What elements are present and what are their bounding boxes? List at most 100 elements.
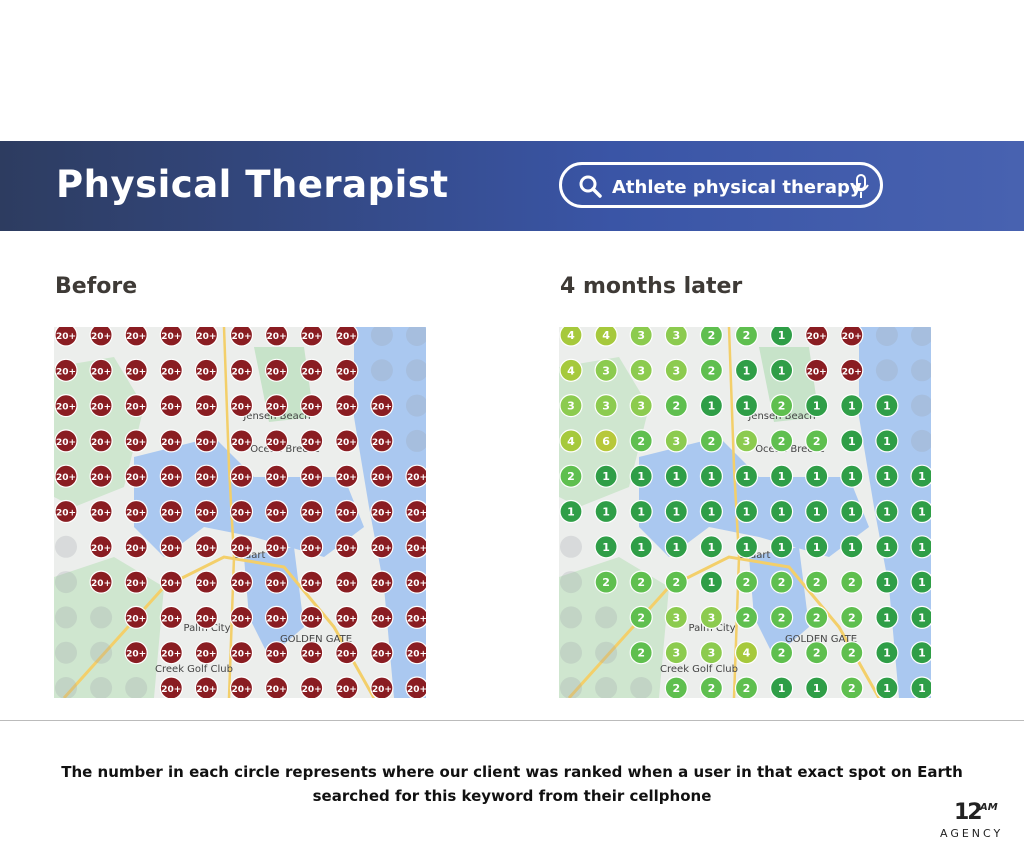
- rank-label: 20+: [337, 579, 357, 589]
- rank-circle: [629, 535, 653, 559]
- rank-circle: [594, 327, 618, 347]
- rank-label: 2: [637, 647, 645, 660]
- rank-circle: [89, 570, 113, 594]
- rank-circle: [699, 570, 723, 594]
- rank-circle: [734, 429, 759, 453]
- rank-label: 1: [602, 506, 610, 519]
- rank-circle: [840, 499, 864, 524]
- rank-label: 20+: [56, 367, 76, 377]
- rank-label: 20+: [161, 579, 181, 589]
- rank-label: 20+: [807, 367, 827, 377]
- rank-label: 1: [743, 400, 751, 413]
- rank-circle: [229, 535, 254, 559]
- rank-circle: [664, 676, 688, 698]
- map-label: GOLDEN GATE: [280, 634, 352, 645]
- rank-label: 20+: [267, 332, 287, 342]
- rank-circle: [875, 605, 899, 629]
- rank-circle: [229, 570, 254, 594]
- rank-label: 20+: [807, 332, 827, 342]
- rank-circle: [124, 641, 148, 665]
- rank-circle: [770, 605, 794, 629]
- empty-cell: [55, 535, 77, 558]
- search-box[interactable]: Athlete physical therapy: [559, 162, 883, 208]
- rank-circle: [770, 499, 794, 524]
- rank-label: 20+: [302, 367, 322, 377]
- rank-label: 3: [602, 364, 610, 377]
- rank-label: 20+: [91, 509, 111, 519]
- rank-label: 20+: [91, 367, 111, 377]
- rank-label: 1: [813, 400, 821, 413]
- rank-label: 1: [602, 470, 610, 483]
- rank-circle: [89, 393, 113, 418]
- rank-circle: [159, 676, 183, 698]
- rank-label: 20+: [302, 544, 322, 554]
- rank-label: 20+: [337, 685, 357, 695]
- map-label: Ocean Breeze: [250, 444, 320, 455]
- rank-label: 2: [708, 435, 716, 448]
- rank-label: 1: [918, 541, 926, 554]
- rank-label: 20+: [302, 650, 322, 660]
- rank-label: 2: [672, 576, 680, 589]
- rank-label: 2: [637, 435, 645, 448]
- rank-label: 2: [637, 611, 645, 624]
- rank-circle: [300, 676, 324, 698]
- rank-circle: [229, 429, 254, 453]
- rank-circle: [229, 358, 254, 382]
- rank-label: 20+: [126, 473, 146, 483]
- rank-label: 20+: [126, 367, 146, 377]
- rank-label: 1: [778, 364, 786, 377]
- rank-circle: [124, 464, 148, 488]
- rank-label: 20+: [372, 685, 392, 695]
- rank-circle: [805, 499, 829, 524]
- rank-circle: [840, 358, 864, 382]
- rank-label: 3: [672, 329, 680, 342]
- rank-label: 1: [743, 364, 751, 377]
- rank-circle: [629, 605, 653, 629]
- rank-circle: [664, 327, 688, 347]
- rank-circle: [559, 499, 583, 524]
- rank-circle: [300, 393, 324, 418]
- rank-circle: [229, 641, 254, 665]
- rank-label: 20+: [196, 579, 216, 589]
- rank-circle: [405, 570, 426, 594]
- rank-circle: [300, 327, 324, 347]
- rank-circle: [124, 429, 148, 453]
- rank-label: 1: [883, 400, 891, 413]
- rank-circle: [699, 641, 723, 665]
- map-label: Creek Golf Club: [660, 664, 738, 675]
- rank-label: 20+: [161, 544, 181, 554]
- rank-label: 20+: [302, 332, 322, 342]
- rank-circle: [54, 429, 78, 453]
- rank-label: 2: [672, 400, 680, 413]
- rank-label: 20+: [337, 403, 357, 413]
- rank-circle: [124, 499, 148, 524]
- rank-circle: [300, 358, 324, 382]
- rank-circle: [229, 499, 254, 524]
- rank-label: 20+: [267, 509, 287, 519]
- rank-circle: [159, 570, 183, 594]
- rank-label: 3: [637, 364, 645, 377]
- rank-label: 20+: [407, 685, 426, 695]
- rank-label: 4: [567, 435, 575, 448]
- rank-label: 20+: [126, 544, 146, 554]
- rank-circle: [194, 358, 218, 382]
- rank-circle: [629, 393, 653, 418]
- rank-label: 2: [848, 682, 856, 695]
- rank-circle: [664, 641, 688, 665]
- rank-circle: [840, 676, 864, 698]
- rank-circle: [335, 535, 359, 559]
- rank-circle: [875, 393, 899, 418]
- rank-label: 20+: [231, 650, 251, 660]
- road: [62, 555, 376, 698]
- empty-cell: [406, 394, 426, 417]
- rank-circle: [194, 605, 218, 629]
- rank-label: 20+: [91, 473, 111, 483]
- rank-circle: [734, 393, 759, 418]
- rank-label: 20+: [302, 614, 322, 624]
- rank-circle: [89, 358, 113, 382]
- rank-circle: [300, 499, 324, 524]
- rank-label: 1: [567, 506, 575, 519]
- rank-circle: [54, 464, 78, 488]
- rank-label: 2: [813, 647, 821, 660]
